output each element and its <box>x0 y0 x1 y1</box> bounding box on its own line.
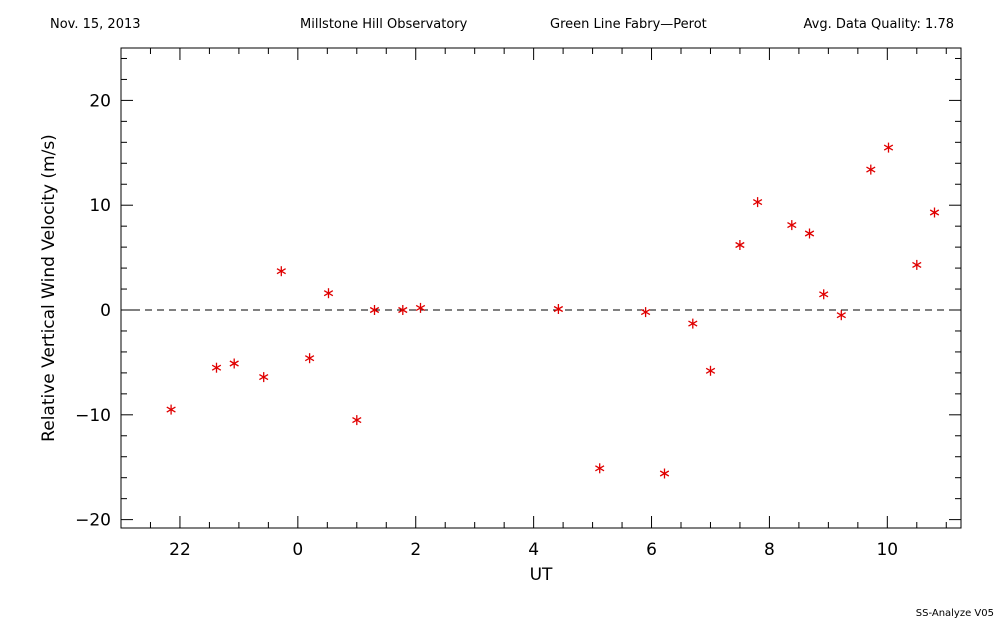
plot-frame <box>120 47 962 529</box>
x-axis-label: UT <box>530 565 553 585</box>
plot-axes <box>120 47 962 529</box>
x-tick-label: 10 <box>876 540 898 560</box>
data-point <box>640 307 651 318</box>
data-point <box>415 302 426 313</box>
data-point <box>705 365 716 376</box>
y-tick-label: 10 <box>89 196 111 216</box>
data-point <box>866 164 876 175</box>
data-point <box>352 415 362 426</box>
y-tick-label: −20 <box>75 511 111 531</box>
data-point <box>929 207 940 218</box>
instrument-label: Green Line Fabry—Perot <box>550 17 707 32</box>
data-point <box>735 240 745 250</box>
data-point <box>819 289 829 300</box>
data-point <box>369 305 380 315</box>
software-version-label: SS-Analyze V05 <box>915 608 994 619</box>
observatory-label: Millstone Hill Observatory <box>300 17 468 32</box>
data-point <box>323 288 334 299</box>
x-tick-label: 22 <box>169 540 191 560</box>
data-point <box>211 362 222 373</box>
date-label: Nov. 15, 2013 <box>50 17 141 32</box>
data-point <box>259 372 269 383</box>
data-point <box>787 220 797 231</box>
data-point <box>398 305 408 315</box>
data-points <box>166 142 940 479</box>
x-tick-label: 4 <box>528 540 539 560</box>
y-tick-label: −10 <box>75 406 111 426</box>
y-axis-label: Relative Vertical Wind Velocity (m/s) <box>39 134 59 442</box>
data-point <box>804 228 815 239</box>
x-tick-label: 0 <box>292 540 303 560</box>
data-point <box>553 304 564 314</box>
data-point <box>229 358 239 369</box>
data-point <box>659 468 670 479</box>
quality-label: Avg. Data Quality: 1.78 <box>803 17 954 32</box>
data-point <box>166 404 176 415</box>
data-point <box>836 310 846 321</box>
axis-labels: −20 −10 0 10 20 22 0 2 4 6 8 10 UT Relative Vertical … <box>39 91 898 585</box>
y-tick-label: 0 <box>100 301 111 321</box>
data-point <box>276 266 286 277</box>
y-tick-label: 20 <box>89 91 111 111</box>
data-point <box>304 353 315 364</box>
data-point <box>595 463 605 474</box>
data-point <box>688 318 698 329</box>
x-tick-label: 8 <box>764 540 775 560</box>
data-point <box>752 197 763 208</box>
x-tick-label: 6 <box>646 540 657 560</box>
data-point <box>912 259 922 270</box>
x-tick-label: 2 <box>410 540 421 560</box>
data-point <box>883 142 894 153</box>
